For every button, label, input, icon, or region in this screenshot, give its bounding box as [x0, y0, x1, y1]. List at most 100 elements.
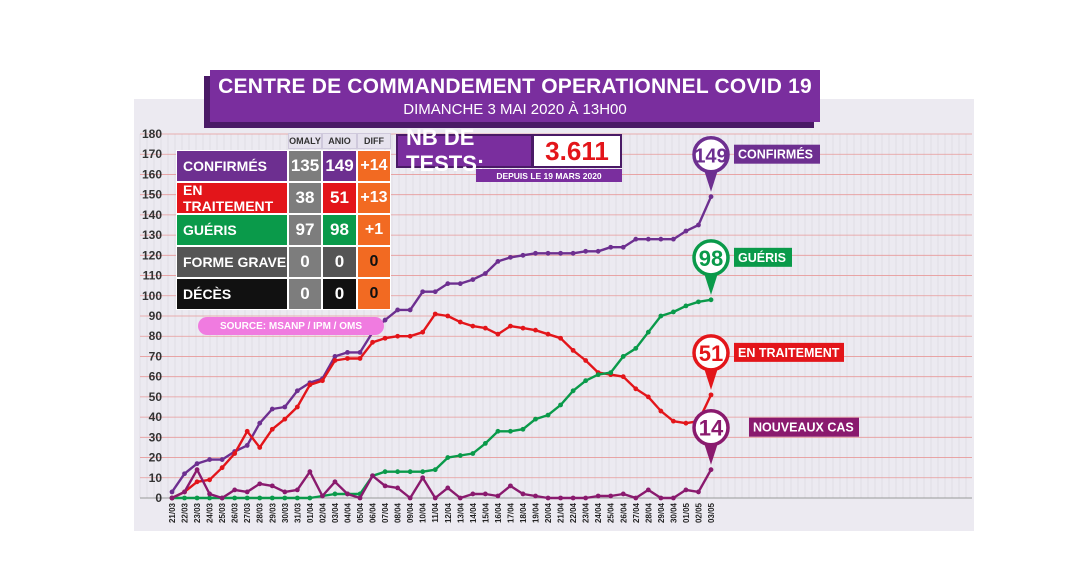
x-tick-label: 20/04 — [544, 502, 553, 523]
data-point-gueris — [395, 469, 401, 475]
x-tick-label: 18/04 — [519, 502, 528, 523]
y-tick-label: 80 — [149, 329, 163, 343]
data-point-nouveaux — [207, 491, 213, 497]
callout-label-bg — [749, 417, 859, 437]
col-header: DIFF — [357, 133, 391, 149]
data-point-nouveaux — [257, 481, 263, 487]
data-point-nouveaux — [395, 485, 401, 491]
data-point-gueris — [445, 455, 451, 460]
data-point-traitement — [432, 311, 438, 317]
data-point-gueris — [558, 402, 563, 408]
data-point-traitement — [345, 356, 350, 361]
y-tick-label: 10 — [149, 471, 163, 485]
data-point-gueris — [244, 495, 250, 501]
x-tick-label: 23/04 — [582, 502, 591, 523]
data-point-nouveaux — [595, 493, 601, 499]
y-tick-label: 20 — [149, 451, 163, 465]
x-tick-label: 29/04 — [657, 502, 666, 523]
y-tick-label: 0 — [155, 491, 162, 505]
data-point-traitement — [482, 325, 488, 331]
y-tick-label: 130 — [142, 228, 162, 242]
data-point-traitement — [708, 392, 714, 398]
x-tick-label: 02/04 — [318, 502, 327, 523]
data-point-traitement — [219, 465, 225, 471]
data-point-traitement — [558, 335, 563, 341]
callout-label-bg — [734, 247, 792, 267]
data-point-confirmes — [420, 289, 426, 295]
diff-value: +13 — [357, 182, 391, 214]
row-label: EN TRAITEMENT — [176, 182, 288, 214]
data-point-confirmes — [470, 277, 476, 282]
data-point-nouveaux — [382, 483, 388, 489]
data-point-gueris — [520, 426, 526, 432]
data-point-traitement — [357, 356, 363, 361]
data-point-confirmes — [508, 254, 513, 260]
data-point-confirmes — [608, 244, 614, 250]
data-point-nouveaux — [445, 485, 451, 491]
data-point-gueris — [407, 469, 413, 475]
x-tick-label: 28/03 — [256, 502, 265, 523]
data-point-gueris — [708, 297, 714, 303]
data-point-traitement — [420, 329, 426, 335]
diff-value: 0 — [357, 278, 391, 310]
data-point-nouveaux — [533, 493, 538, 499]
data-point-confirmes — [169, 489, 175, 495]
anio-value: 0 — [322, 246, 357, 278]
data-point-nouveaux — [307, 469, 313, 475]
data-point-nouveaux — [357, 495, 363, 501]
col-header: ANIO — [322, 133, 357, 149]
x-tick-label: 08/04 — [394, 502, 403, 523]
data-point-confirmes — [683, 228, 689, 234]
data-point-traitement — [320, 378, 325, 384]
tests-label: NB DE TESTS: — [396, 125, 533, 176]
data-point-gueris — [533, 416, 538, 422]
x-tick-label: 29/03 — [268, 502, 277, 523]
data-point-traitement — [269, 426, 275, 432]
data-point-traitement — [257, 445, 263, 450]
x-tick-label: 03/04 — [331, 502, 340, 523]
x-tick-label: 02/05 — [694, 502, 703, 523]
data-point-gueris — [432, 467, 438, 473]
callout-bubble — [692, 408, 730, 447]
callout-bubble — [692, 334, 730, 372]
data-point-gueris — [182, 495, 187, 501]
data-point-confirmes — [520, 252, 526, 258]
x-tick-label: 04/04 — [343, 502, 352, 523]
data-point-traitement — [382, 335, 388, 341]
data-point-traitement — [683, 420, 689, 426]
data-point-gueris — [570, 388, 576, 394]
data-point-nouveaux — [282, 489, 288, 495]
data-point-confirmes — [182, 471, 187, 477]
data-point-confirmes — [382, 317, 388, 323]
x-tick-label: 01/05 — [682, 502, 691, 523]
data-point-gueris — [207, 495, 213, 501]
data-point-traitement — [658, 408, 664, 414]
data-point-confirmes — [332, 354, 338, 359]
data-point-confirmes — [445, 281, 451, 287]
data-point-traitement — [470, 323, 476, 329]
x-tick-label: 09/04 — [406, 502, 415, 523]
data-point-confirmes — [482, 271, 488, 276]
data-point-confirmes — [558, 250, 563, 256]
data-point-gueris — [420, 469, 426, 475]
data-point-nouveaux — [345, 491, 350, 497]
diff-value: +1 — [357, 214, 391, 246]
data-point-nouveaux — [545, 495, 551, 501]
data-point-nouveaux — [294, 487, 300, 493]
data-point-gueris — [294, 495, 300, 501]
data-point-nouveaux — [470, 491, 476, 497]
data-point-traitement — [508, 323, 513, 329]
data-point-traitement — [294, 404, 300, 410]
data-point-gueris — [595, 372, 601, 378]
y-tick-label: 70 — [149, 349, 163, 363]
callout-label: GUÉRIS — [738, 250, 786, 265]
data-point-confirmes — [495, 259, 501, 264]
y-tick-label: 140 — [142, 208, 162, 222]
data-point-gueris — [332, 491, 338, 497]
data-point-gueris — [470, 451, 476, 456]
data-point-traitement — [332, 358, 338, 363]
y-tick-label: 180 — [142, 127, 162, 141]
data-point-confirmes — [708, 194, 714, 200]
x-tick-label: 05/04 — [356, 502, 365, 523]
tests-since: DEPUIS LE 19 MARS 2020 — [476, 169, 622, 182]
